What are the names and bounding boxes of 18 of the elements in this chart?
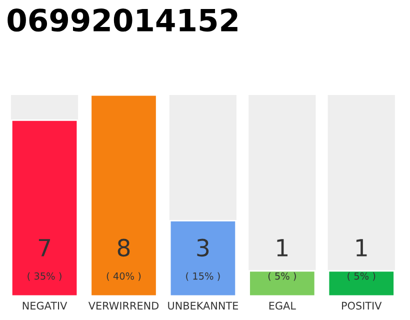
data-label: 1 [277, 239, 288, 256]
bar [248, 270, 316, 296]
annotation: ( 5% ) [268, 272, 296, 281]
data-label: 3 [197, 238, 209, 257]
x-tick-label: UNBEKANNTE [168, 302, 238, 310]
annotation: ( 40% ) [106, 272, 141, 281]
data-label: 1 [356, 239, 367, 256]
annotation: ( 15% ) [186, 272, 220, 281]
x-tick-label: POSITIV [342, 302, 382, 310]
data-label: 7 [38, 239, 50, 256]
data-label: 8 [118, 238, 130, 257]
chart-title: 06992014152 [8, 8, 238, 32]
annotation: ( 5% ) [348, 272, 376, 281]
x-tick-label: EGAL [269, 302, 296, 310]
bar [328, 270, 395, 296]
x-tick-label: VERWIRREND [88, 302, 159, 310]
annotation: ( 35% ) [28, 272, 62, 281]
x-tick-label: NEGATIV [22, 302, 68, 310]
